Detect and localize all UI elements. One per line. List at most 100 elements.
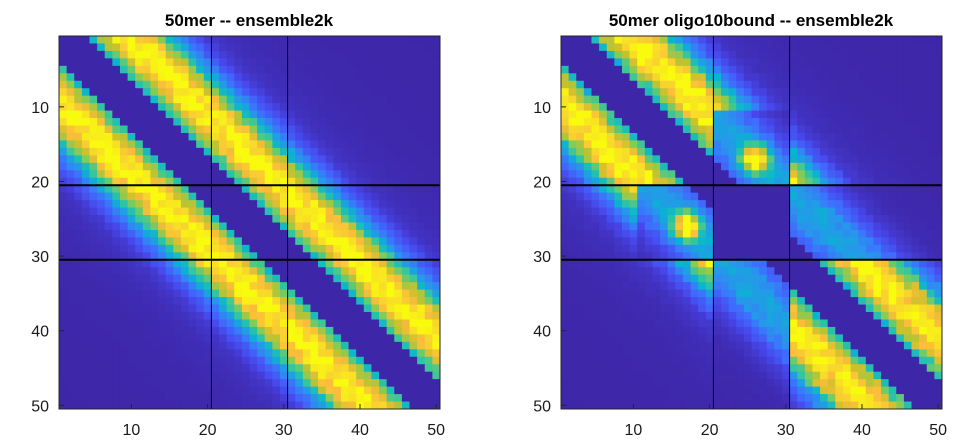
heatmap-cell: [287, 80, 296, 89]
heatmap-cell: [599, 364, 608, 373]
heatmap-cell: [119, 73, 129, 82]
heatmap-cell: [934, 192, 943, 201]
heatmap-cell: [279, 356, 289, 365]
heatmap-cell: [279, 73, 289, 82]
heatmap-cell: [865, 132, 874, 141]
heatmap-cell: [249, 65, 258, 74]
heatmap-cell: [827, 147, 836, 156]
heatmap-cell: [606, 364, 615, 373]
heatmap-cell: [705, 200, 714, 209]
heatmap-cell: [576, 110, 585, 119]
heatmap-cell: [797, 118, 806, 127]
heatmap-cell: [173, 215, 182, 223]
heatmap-cell: [386, 222, 395, 231]
heatmap-cell: [865, 282, 874, 291]
heatmap-cell: [196, 125, 205, 134]
heatmap-cell: [409, 125, 418, 134]
heatmap-cell: [417, 237, 426, 246]
heatmap-cell: [348, 58, 357, 67]
heatmap-cell: [835, 297, 844, 306]
heatmap-cell: [119, 222, 129, 231]
heatmap-cell: [363, 371, 372, 380]
heatmap-cell: [180, 155, 190, 164]
heatmap-cell: [81, 326, 90, 335]
heatmap-cell: [858, 297, 867, 306]
heatmap-cell: [325, 319, 334, 328]
heatmap-cell: [919, 349, 928, 358]
heatmap-cell: [629, 162, 638, 171]
heatmap-cell: [104, 162, 113, 171]
heatmap-cell: [713, 50, 722, 59]
heatmap-cell: [804, 132, 813, 141]
heatmap-cell: [820, 118, 829, 127]
heatmap-cell: [325, 110, 334, 119]
heatmap-cell: [850, 177, 859, 186]
heatmap-cell: [325, 185, 334, 194]
heatmap-cell: [934, 244, 943, 253]
heatmap-cell: [865, 267, 874, 276]
heatmap-cell: [774, 349, 783, 358]
heatmap-cell: [919, 222, 928, 231]
heatmap-cell: [865, 379, 874, 388]
heatmap-cell: [919, 244, 928, 253]
heatmap-cell: [568, 200, 577, 209]
heatmap-cell: [797, 140, 806, 149]
heatmap-cell: [89, 364, 98, 373]
heatmap-cell: [705, 259, 714, 268]
heatmap-cell: [386, 200, 395, 209]
heatmap-cell: [561, 170, 570, 179]
heatmap-cell: [736, 88, 745, 97]
heatmap-cell: [150, 244, 159, 253]
heatmap-cell: [873, 312, 882, 320]
heatmap-cell: [759, 207, 768, 216]
heatmap-cell: [789, 185, 798, 194]
heatmap-cell: [158, 379, 167, 388]
heatmap-cell: [919, 177, 928, 186]
heatmap-cell: [926, 73, 935, 82]
heatmap-cell: [926, 229, 935, 238]
heatmap-cell: [59, 125, 68, 134]
heatmap-cell: [81, 147, 90, 156]
heatmap-cell: [112, 200, 121, 209]
heatmap-cell: [188, 394, 197, 403]
heatmap-cell: [614, 110, 623, 119]
heatmap-cell: [812, 95, 821, 104]
heatmap-cell: [591, 237, 600, 246]
heatmap-cell: [911, 341, 920, 350]
heatmap-cell: [675, 341, 684, 350]
heatmap-cell: [637, 297, 646, 306]
heatmap-cell: [424, 110, 433, 119]
heatmap-cell: [614, 118, 623, 127]
heatmap-cell: [865, 349, 874, 358]
heatmap-cell: [158, 125, 167, 134]
heatmap-cell: [295, 371, 304, 380]
heatmap-cell: [310, 88, 319, 97]
heatmap-cell: [743, 177, 752, 186]
heatmap-cell: [881, 312, 890, 320]
heatmap-cell: [781, 371, 791, 380]
heatmap-cell: [599, 386, 608, 395]
heatmap-cell: [310, 326, 319, 335]
heatmap-cell: [394, 170, 403, 179]
heatmap-cell: [340, 312, 350, 320]
heatmap-cell: [690, 95, 699, 104]
heatmap-cell: [705, 118, 714, 127]
heatmap-cell: [241, 237, 250, 246]
heatmap-cell: [583, 147, 592, 156]
heatmap-cell: [394, 36, 403, 44]
heatmap-cell: [127, 200, 136, 209]
heatmap-cell: [356, 371, 365, 380]
heatmap-cell: [713, 341, 722, 350]
heatmap-cell: [759, 140, 768, 149]
heatmap-cell: [865, 147, 874, 156]
heatmap-cell: [827, 140, 836, 149]
heatmap-cell: [196, 319, 205, 328]
heatmap-cell: [682, 65, 692, 74]
heatmap-cell: [842, 140, 852, 149]
heatmap-cell: [325, 125, 334, 134]
heatmap-cell: [97, 140, 106, 149]
heatmap-cell: [135, 103, 144, 112]
heatmap-cell: [599, 215, 608, 223]
heatmap-cell: [142, 125, 151, 134]
heatmap-cell: [721, 356, 730, 365]
